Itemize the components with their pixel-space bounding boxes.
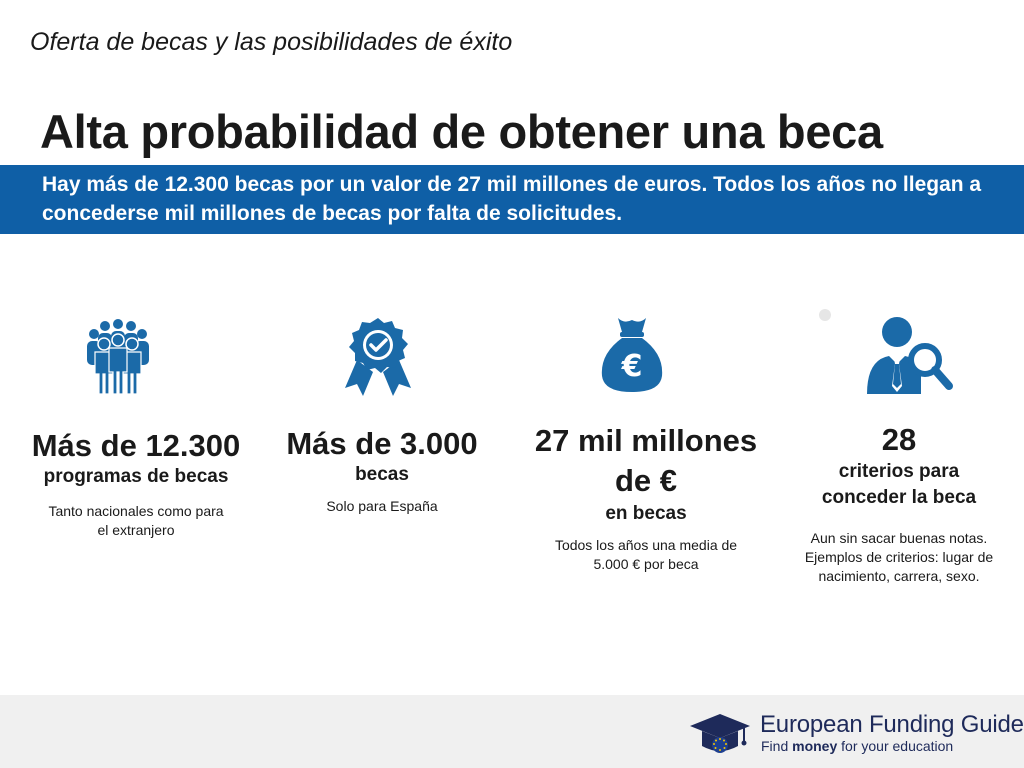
award-badge-icon <box>343 316 413 400</box>
stat-big-value: Más de 3.000 <box>286 426 478 461</box>
logo-name: European Funding Guide <box>760 711 1024 738</box>
person-search-icon <box>865 316 955 398</box>
stat-big-value: 28 <box>881 422 917 457</box>
slide-subtitle: Oferta de becas y las posibilidades de é… <box>30 28 513 56</box>
decorative-dot <box>819 309 831 321</box>
info-banner <box>0 165 1024 234</box>
stat-note: Tanto nacionales como para el extranjero <box>48 503 224 538</box>
money-bag-euro-icon: € <box>598 314 666 394</box>
banner-text: Hay más de 12.300 becas por un valor de … <box>42 173 982 225</box>
stat-unit: en becas <box>605 503 687 524</box>
stat-note: Aun sin sacar buenas notas. Ejemplos de … <box>804 530 994 584</box>
footer-bar <box>0 695 1024 768</box>
people-group-icon <box>78 318 158 398</box>
stat-unit: criterios para conceder la beca <box>821 461 977 508</box>
stat-unit: programas de becas <box>43 466 229 487</box>
stat-scholarships-spain: Más de 3.000 becas Solo para España <box>268 426 496 516</box>
stat-note: Solo para España <box>326 498 438 514</box>
graduation-cap-logo-icon <box>688 712 752 763</box>
stat-programs: Más de 12.300 programas de becas Tanto n… <box>18 428 254 540</box>
stat-big-value: 27 mil millones de € <box>534 423 758 498</box>
slide-title: Alta probabilidad de obtener una beca <box>40 105 883 158</box>
stat-criteria: 28 criterios para conceder la beca Aun s… <box>788 421 1010 586</box>
stat-total-value: 27 mil millones de € en becas Todos los … <box>516 421 776 574</box>
stat-note: Todos los años una media de 5.000 € por … <box>554 537 738 572</box>
svg-text:€: € <box>621 349 643 384</box>
stat-unit: becas <box>355 464 409 485</box>
logo-tagline: Find money for your education <box>761 738 954 754</box>
stat-big-value: Más de 12.300 <box>31 428 241 463</box>
